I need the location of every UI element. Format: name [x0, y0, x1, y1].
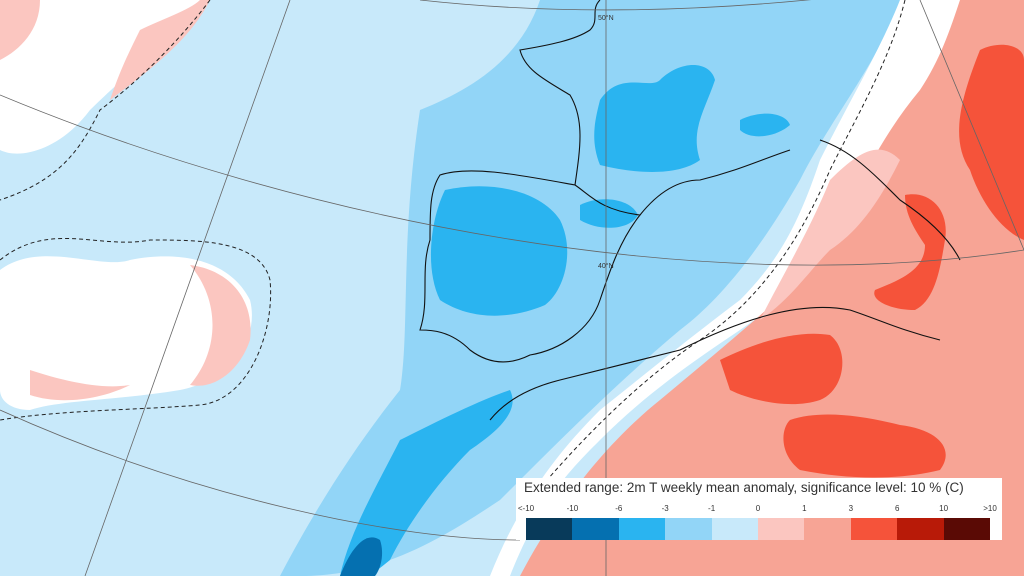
- anomaly-area-cyan-france: [594, 65, 715, 172]
- legend-tick-label: 10: [939, 504, 949, 513]
- coastline-france: [519, 0, 791, 216]
- legend-swatch: [758, 518, 805, 540]
- legend-tick-label: >10: [983, 504, 997, 513]
- coastline-north-africa: [489, 306, 941, 421]
- anomaly-area-cyan-atlantic: [340, 390, 513, 576]
- legend-tick-label: -1: [708, 504, 716, 513]
- legend-swatch: [665, 518, 712, 540]
- legend-tick-label: 6: [894, 504, 900, 513]
- legend-swatch: [897, 518, 944, 540]
- legend-swatch: [804, 518, 851, 540]
- significance-contour: [0, 0, 272, 421]
- anomaly-area-cyan-alps: [740, 113, 790, 137]
- legend-color-bar: [526, 518, 991, 540]
- legend-swatch: [526, 518, 573, 540]
- legend-tick-label: 1: [802, 504, 807, 513]
- anomaly-area-pink-w: [30, 265, 251, 401]
- legend-tick-label: -6: [615, 504, 623, 513]
- anomaly-area-red-balkans: [959, 44, 1024, 240]
- legend-tick-label: -10: [566, 504, 579, 513]
- coastline-iberia: [419, 170, 642, 363]
- anomaly-area-white-med: [490, 0, 1024, 576]
- legend-tick-label: -3: [661, 504, 669, 513]
- anomaly-area-red-sahara: [783, 414, 946, 478]
- legend-tick-label: 0: [755, 504, 761, 513]
- latitude-label-40n: 40°N: [598, 262, 614, 270]
- legend-swatch: [943, 518, 991, 540]
- anomaly-area-red-algeria: [720, 333, 843, 405]
- anomaly-area-blue-sw: [340, 537, 383, 576]
- color-legend: Extended range: 2m T weekly mean anomaly…: [516, 478, 1002, 540]
- anomaly-area-pink-se: [760, 149, 900, 320]
- legend-swatch: [850, 518, 898, 540]
- anomaly-area-white-w: [0, 256, 252, 410]
- coastline-italy: [819, 139, 961, 261]
- anomaly-area-cyan-iberia: [430, 186, 568, 316]
- legend-swatch: [572, 518, 619, 540]
- legend-swatch: [711, 518, 759, 540]
- legend-tick-label: 3: [848, 504, 854, 513]
- latitude-label-50n: 50°N: [598, 14, 614, 22]
- anomaly-area-cyan-pyrenees: [580, 199, 638, 228]
- legend-ticks: <-10 -10 -6 -3 -1 0 1 3 6 10 >10: [516, 504, 1002, 516]
- anomaly-area-pink-nw: [0, 0, 210, 100]
- legend-tick-label: <-10: [517, 504, 535, 513]
- legend-swatch: [618, 518, 666, 540]
- legend-title: Extended range: 2m T weekly mean anomaly…: [524, 480, 964, 495]
- anomaly-area-red-italy: [874, 194, 946, 310]
